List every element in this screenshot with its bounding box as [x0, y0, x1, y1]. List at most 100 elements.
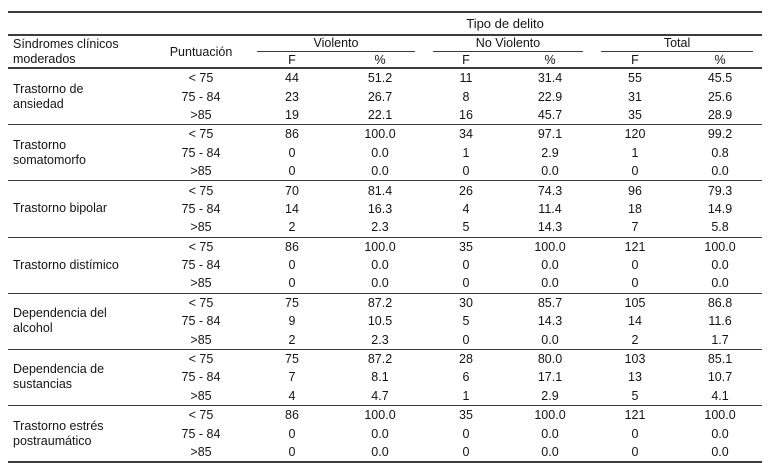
value-cell: 19: [285, 107, 299, 122]
value-cell: 0.8: [711, 145, 729, 160]
value-cell: 2: [288, 332, 296, 347]
puntuacion-cell: < 75: [154, 67, 248, 88]
value-cell: 0.0: [541, 426, 559, 441]
value-cell: 0: [631, 445, 639, 459]
value-cell: 86: [248, 405, 336, 425]
value-cell: 31.4: [508, 67, 592, 88]
value-cell: 100.0: [336, 236, 424, 256]
value-cell: 10.5: [367, 314, 393, 329]
puntuacion-cell: < 75: [154, 348, 248, 369]
value-cell: 86.8: [678, 292, 763, 313]
syndrome-label: Trastorno distímico: [8, 236, 154, 294]
value-cell: 31: [628, 89, 642, 104]
puntuacion-cell: >85: [190, 220, 212, 235]
syndrome-label: Trastorno estrés postraumático: [8, 405, 154, 463]
table-row: 75 - 84 0 0.0 1 2.9 1 0.8: [8, 144, 762, 162]
value-cell: 81.4: [336, 180, 424, 200]
value-cell: 0.0: [541, 164, 559, 179]
table-row: Trastorno de ansiedad < 75 44 51.2 11 31.4 55 4…: [8, 67, 763, 125]
table-row: >85 0 0.0 0 0.0 0 0.0: [8, 274, 762, 293]
table-row: 75 - 84 14 16.3 4 11.4 18 14.9: [8, 200, 762, 218]
group-header-violento-label: Violento: [257, 36, 415, 52]
puntuacion-cell: 75 - 84: [181, 201, 221, 216]
value-cell: 0.0: [711, 258, 729, 273]
subheader-violento-f: F: [248, 52, 336, 69]
value-cell: 14: [285, 201, 299, 216]
value-cell: 75: [248, 292, 336, 313]
value-cell: 0.0: [711, 445, 729, 459]
puntuacion-cell: < 75: [154, 405, 248, 425]
value-cell: 100.0: [508, 405, 592, 425]
table-row: 75 - 84 0 0.0 0 0.0 0 0.0: [8, 424, 762, 442]
value-cell: 2.3: [371, 332, 389, 347]
value-cell: 16.3: [367, 201, 393, 216]
value-cell: 0: [631, 258, 639, 273]
value-cell: 100.0: [678, 236, 763, 256]
table-row: Dependencia del alcohol < 75 75 87.2 30 85.7 1…: [8, 292, 763, 350]
value-cell: 22.9: [537, 89, 563, 104]
value-cell: 11.6: [708, 314, 732, 329]
syndrome-label: Trastorno bipolar: [8, 180, 154, 238]
puntuacion-cell: 75 - 84: [181, 258, 221, 273]
value-cell: 26.7: [367, 89, 393, 104]
table-row: Trastorno bipolar < 75 70 81.4 26 74.3 96 79.3: [8, 180, 763, 238]
value-cell: 5: [631, 388, 639, 403]
value-cell: 0.0: [371, 145, 389, 160]
table-row: >85 0 0.0 0 0.0 0 0.0: [8, 443, 762, 462]
subheader-total-pct: %: [678, 52, 763, 69]
value-cell: 120: [592, 124, 678, 144]
value-cell: 74.3: [508, 180, 592, 200]
puntuacion-cell: < 75: [154, 292, 248, 313]
value-cell: 0: [462, 276, 470, 291]
value-cell: 5.8: [711, 220, 729, 235]
group-header-total: Total: [592, 35, 762, 52]
value-cell: 11.4: [538, 201, 562, 216]
puntuacion-cell: 75 - 84: [181, 145, 221, 160]
puntuacion-cell: < 75: [154, 236, 248, 256]
value-cell: 18: [628, 201, 642, 216]
group-header-violento: Violento: [248, 35, 424, 52]
value-cell: 44: [248, 67, 336, 88]
table-row: Dependencia de sustancias < 75 75 87.2 28 80.…: [8, 348, 763, 406]
table-row: >85 2 2.3 0 0.0 2 1.7: [8, 330, 762, 349]
table-row: Trastorno estrés postraumático < 75 86 100.…: [8, 405, 763, 463]
col2-header: Puntuación: [154, 35, 248, 69]
syndromes-table: Tipo de delito Síndromes clínicos modera…: [8, 11, 763, 463]
value-cell: 103: [592, 348, 678, 369]
table-row: >85 2 2.3 5 14.3 7 5.8: [8, 218, 762, 237]
value-cell: 10.7: [707, 370, 733, 385]
value-cell: 0.0: [371, 276, 389, 291]
value-cell: 121: [592, 236, 678, 256]
puntuacion-cell: >85: [190, 107, 212, 122]
value-cell: 0: [288, 445, 296, 459]
value-cell: 100.0: [336, 124, 424, 144]
table-row: 75 - 84 7 8.1 6 17.1 13 10.7: [8, 368, 762, 386]
value-cell: 80.0: [508, 348, 592, 369]
value-cell: 105: [592, 292, 678, 313]
value-cell: 4: [462, 201, 470, 216]
value-cell: 0: [462, 445, 470, 459]
value-cell: 8.1: [371, 370, 389, 385]
table-row: Trastorno distímico < 75 86 100.0 35 100.0 121…: [8, 236, 763, 294]
puntuacion-cell: < 75: [154, 124, 248, 144]
value-cell: 1.7: [711, 332, 729, 347]
value-cell: 0: [462, 426, 470, 441]
table-body: Trastorno de ansiedad < 75 44 51.2 11 31.4 55 4…: [8, 67, 763, 463]
value-cell: 70: [248, 180, 336, 200]
value-cell: 14.3: [537, 220, 563, 235]
value-cell: 0.0: [541, 258, 559, 273]
value-cell: 0: [462, 258, 470, 273]
puntuacion-cell: >85: [190, 445, 212, 459]
col1-header: Síndromes clínicos moderados: [8, 35, 154, 69]
value-cell: 25.6: [707, 89, 733, 104]
value-cell: 96: [592, 180, 678, 200]
value-cell: 35: [628, 107, 642, 122]
value-cell: 0: [462, 164, 470, 179]
value-cell: 35: [424, 405, 508, 425]
puntuacion-cell: < 75: [154, 180, 248, 200]
value-cell: 2: [631, 332, 639, 347]
puntuacion-cell: 75 - 84: [181, 314, 221, 329]
subheader-violento-pct: %: [336, 52, 424, 69]
value-cell: 45.5: [678, 67, 763, 88]
value-cell: 2.9: [541, 388, 559, 403]
